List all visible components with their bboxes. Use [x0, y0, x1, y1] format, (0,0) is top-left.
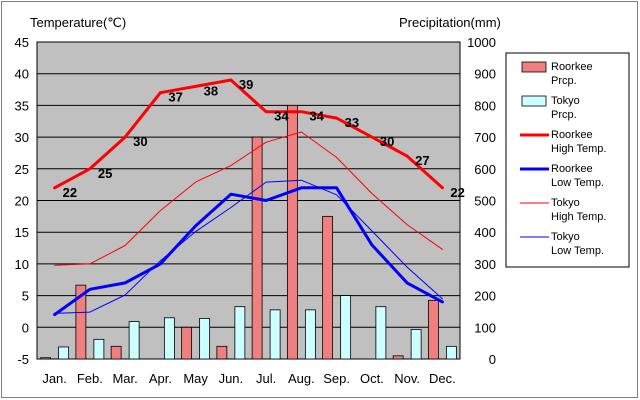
- temperature-tick-label: 30: [15, 130, 29, 145]
- high-temp-data-label: 39: [239, 77, 253, 92]
- tokyo-precip-bar: [93, 338, 105, 360]
- temperature-tick-label: 15: [15, 225, 29, 240]
- roorkee-precip-bar: [286, 105, 298, 360]
- tokyo-precip-bar: [410, 329, 422, 360]
- legend-label: High Temp.: [551, 211, 606, 223]
- tokyo-precip-bar: [340, 295, 352, 360]
- month-tick-label: May: [183, 371, 208, 386]
- temperature-tick-label: 45: [15, 35, 29, 50]
- precipitation-tick-label: 800: [474, 98, 496, 113]
- tokyo-high-temp-line: [54, 131, 443, 266]
- month-tick-label: Jan.: [42, 371, 67, 386]
- precipitation-tick-label: 600: [474, 162, 496, 177]
- precipitation-tick-label: 500: [474, 194, 496, 209]
- plot-border: [36, 41, 461, 360]
- roorkee-precip-bar: [181, 326, 193, 360]
- temperature-axis-label: Temperature(℃): [30, 15, 126, 30]
- roorkee-precip-bar: [40, 357, 52, 360]
- high-temp-data-label: 30: [133, 134, 147, 149]
- roorkee-precip-bar: [392, 355, 404, 360]
- month-tick-label: Aug.: [288, 371, 315, 386]
- tokyo-low-temp-line: [54, 179, 443, 314]
- month-tick-label: Apr.: [149, 371, 172, 386]
- month-tick-label: Mar.: [112, 371, 137, 386]
- high-temp-data-label: 27: [415, 153, 429, 168]
- roorkee-precip-bar: [75, 284, 87, 360]
- high-temp-data-label: 30: [380, 134, 394, 149]
- temperature-tick-label: 40: [15, 67, 29, 82]
- temperature-tick-label: 0: [22, 320, 29, 335]
- precipitation-tick-label: 900: [474, 67, 496, 82]
- month-tick-label: Jul.: [256, 371, 276, 386]
- precipitation-tick-label: 1000: [467, 35, 496, 50]
- roorkee-precip-bar: [427, 299, 439, 360]
- tokyo-precip-bar: [128, 321, 140, 360]
- month-tick-label: Sep.: [323, 371, 350, 386]
- legend-label: Roorkee: [551, 61, 593, 73]
- precipitation-tick-label: 700: [474, 130, 496, 145]
- precipitation-tick-label: 300: [474, 257, 496, 272]
- temperature-tick-label: 20: [15, 194, 29, 209]
- legend-label: Low Temp.: [551, 177, 604, 189]
- precipitation-tick-label: 0: [489, 352, 496, 367]
- high-temp-data-label: 38: [204, 83, 218, 98]
- legend-label: Tokyo: [551, 95, 580, 107]
- legend-label: Low Temp.: [551, 245, 604, 257]
- tokyo-precip-bar: [234, 306, 246, 360]
- roorkee-precip-bar: [251, 136, 263, 360]
- legend-label: Prcp.: [551, 75, 577, 87]
- roorkee-low-temp-line: [53, 186, 444, 317]
- legend-swatch: [521, 95, 547, 107]
- tokyo-precip-bar: [199, 318, 211, 360]
- roorkee-precip-bar: [110, 345, 122, 360]
- legend-label: Roorkee: [551, 163, 593, 175]
- precipitation-tick-label: 400: [474, 225, 496, 240]
- month-tick-label: Dec.: [429, 371, 456, 386]
- high-temp-data-label: 25: [98, 166, 112, 181]
- tokyo-precip-bar: [58, 346, 70, 360]
- tokyo-precip-bar: [163, 317, 175, 360]
- high-temp-data-label: 33: [345, 115, 359, 130]
- month-tick-label: Oct.: [360, 371, 384, 386]
- tokyo-precip-bar: [445, 345, 457, 360]
- legend-label: Roorkee: [551, 129, 593, 141]
- tokyo-precip-bar: [269, 309, 281, 360]
- tokyo-precip-bar: [304, 309, 316, 360]
- precipitation-tick-label: 100: [474, 320, 496, 335]
- precipitation-axis-label: Precipitation(mm): [399, 15, 501, 30]
- month-tick-label: Nov.: [394, 371, 420, 386]
- temperature-tick-label: 5: [22, 289, 29, 304]
- high-temp-data-label: 22: [450, 185, 464, 200]
- temperature-tick-label: -5: [17, 352, 29, 367]
- roorkee-high-temp-line: [53, 78, 444, 190]
- legend-label: Tokyo: [551, 231, 580, 243]
- legend-swatch: [521, 61, 547, 73]
- temperature-tick-label: 35: [15, 98, 29, 113]
- high-temp-data-label: 34: [274, 109, 289, 124]
- plot-area: 454035302520151050-510009008007006005004…: [15, 35, 496, 386]
- legend: Roorkee Prcp. Tokyo Prcp. Roorkee High Temp. R…: [505, 52, 630, 268]
- legend-box: [505, 52, 630, 268]
- high-temp-data-label: 34: [309, 109, 324, 124]
- legend-label: Prcp.: [551, 109, 577, 121]
- legend-label: Tokyo: [551, 197, 580, 209]
- legend-label: High Temp.: [551, 143, 606, 155]
- roorkee-precip-bar: [322, 215, 334, 360]
- precipitation-tick-label: 200: [474, 289, 496, 304]
- month-tick-label: Feb.: [77, 371, 103, 386]
- temperature-tick-label: 25: [15, 162, 29, 177]
- tokyo-precip-bar: [375, 306, 387, 360]
- high-temp-data-label: 22: [63, 185, 77, 200]
- high-temp-data-label: 37: [168, 90, 182, 105]
- temperature-tick-label: 10: [15, 257, 29, 272]
- roorkee-precip-bar: [216, 345, 228, 360]
- month-tick-label: Jun.: [219, 371, 244, 386]
